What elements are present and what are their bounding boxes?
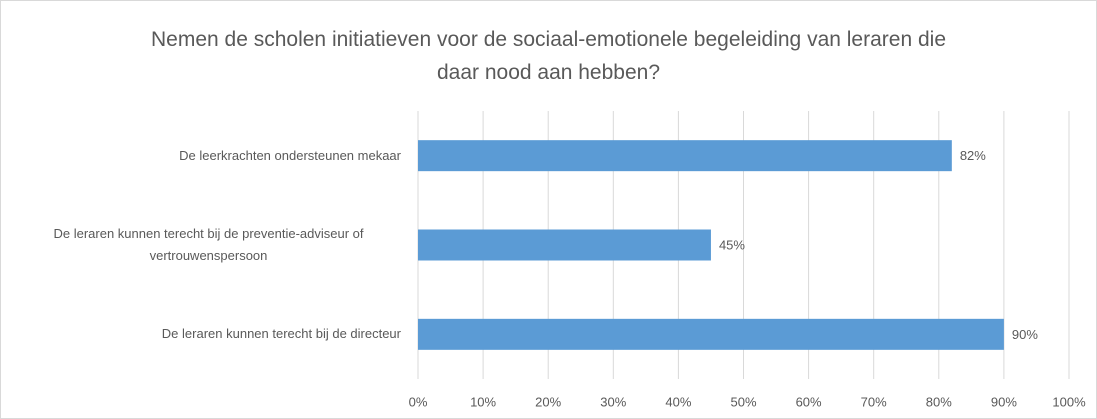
x-tick-label: 60% (796, 394, 822, 409)
data-label: 82% (960, 148, 986, 163)
x-tick-label: 0% (409, 394, 428, 409)
x-tick-label: 100% (1052, 394, 1086, 409)
bar (418, 229, 711, 261)
data-label: 90% (1012, 327, 1038, 342)
x-tick-label: 40% (665, 394, 691, 409)
x-tick-label: 70% (861, 394, 887, 409)
y-tick-label: De leerkrachten ondersteunen mekaar (179, 147, 401, 163)
bar (418, 318, 1004, 350)
data-label: 45% (719, 237, 745, 252)
chart-title: Nemen de scholen initiatieven voor de so… (151, 28, 946, 84)
x-tick-label: 20% (535, 394, 561, 409)
x-tick-label: 80% (926, 394, 952, 409)
y-tick-label: De leraren kunnen terecht bij de directe… (161, 326, 401, 342)
x-tick-label: 30% (600, 394, 626, 409)
bar (418, 140, 952, 172)
x-tick-label: 50% (730, 394, 756, 409)
x-tick-label: 90% (991, 394, 1017, 409)
x-tick-label: 10% (470, 394, 496, 409)
y-tick-label: De leraren kunnen terecht bij de prevent… (53, 226, 364, 263)
category-box: De leraren kunnen terecht bij de prevent… (11, 223, 401, 267)
title-box: Nemen de scholen initiatieven voor de so… (1, 23, 1096, 89)
category-box: De leerkrachten ondersteunen mekaar (11, 145, 401, 167)
category-box: De leraren kunnen terecht bij de directe… (11, 323, 401, 345)
